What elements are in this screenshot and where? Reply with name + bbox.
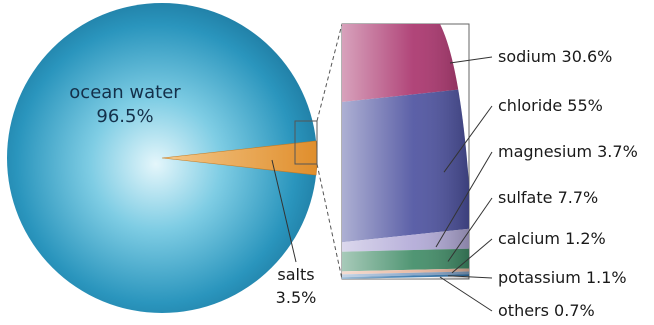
zoom-box	[294, 120, 318, 165]
leader-line-calcium	[451, 238, 493, 274]
ocean-water-value: 96.5%	[96, 106, 153, 127]
segment-label-calcium: calcium 1.2%	[498, 229, 606, 248]
leader-line-chloride	[443, 105, 493, 173]
salts-leader-line	[271, 159, 297, 263]
zoom-connector-bottom	[316, 163, 343, 280]
leader-line-potassium	[447, 275, 493, 279]
zoom-connector-top	[316, 23, 343, 122]
segment-label-sulfate: sulfate 7.7%	[498, 188, 598, 207]
salt-composition-bar	[341, 23, 470, 280]
bar-shading	[342, 24, 469, 279]
leader-line-magnesium	[435, 151, 493, 248]
leader-line-others	[439, 276, 493, 312]
leader-line-sodium	[449, 56, 493, 64]
pie-chart	[7, 3, 318, 313]
salts-value: 3.5%	[276, 288, 317, 307]
segment-label-potassium: potassium 1.1%	[498, 268, 627, 287]
segment-label-magnesium: magnesium 3.7%	[498, 142, 638, 161]
segment-label-others: others 0.7%	[498, 301, 595, 320]
segment-label-chloride: chloride 55%	[498, 96, 603, 115]
ocean-water-label: ocean water	[69, 82, 181, 103]
salts-label: salts	[277, 265, 314, 284]
leader-line-sulfate	[447, 197, 493, 262]
segment-label-sodium: sodium 30.6%	[498, 47, 612, 66]
